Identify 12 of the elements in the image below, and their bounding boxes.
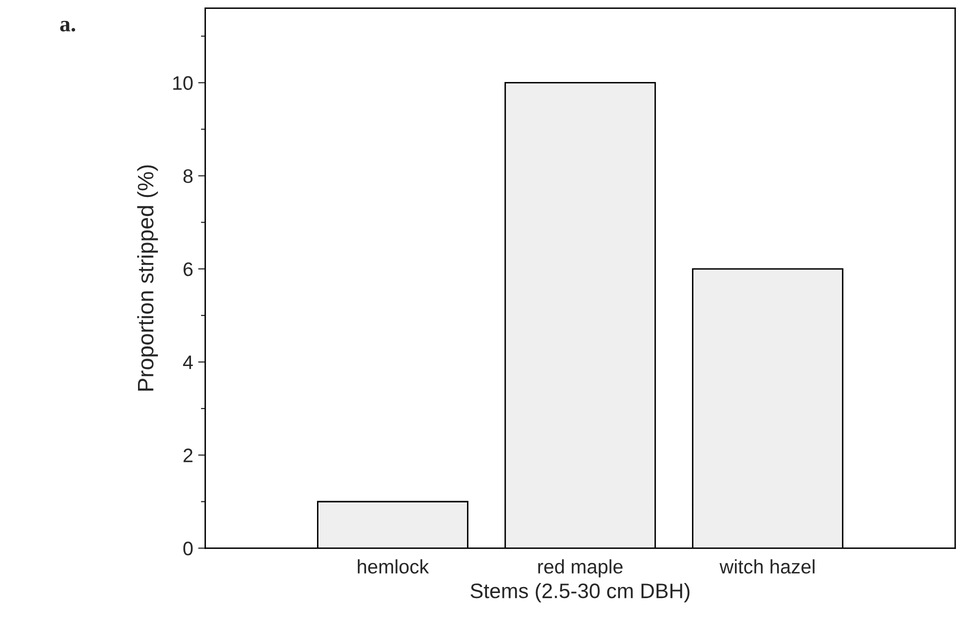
text: a. <box>60 20 76 32</box>
y-tick-label: 8 <box>183 169 193 184</box>
x-tick-label: red maple <box>538 559 623 578</box>
y-tick-label: 10 <box>173 76 193 90</box>
y-tick-label: 2 <box>184 448 192 462</box>
y-axis-title: Proportion stripped (%) <box>137 165 158 391</box>
x-tick-label: witch hazel <box>720 559 814 574</box>
y-tick-label: 4 <box>183 356 193 370</box>
x-tick-label: hemlock <box>358 559 429 574</box>
y-tick-label: 6 <box>184 262 193 276</box>
y-tick-label: 0 <box>183 542 193 556</box>
x-axis-title: Stems (2.5-30 cm DBH) <box>470 582 690 602</box>
